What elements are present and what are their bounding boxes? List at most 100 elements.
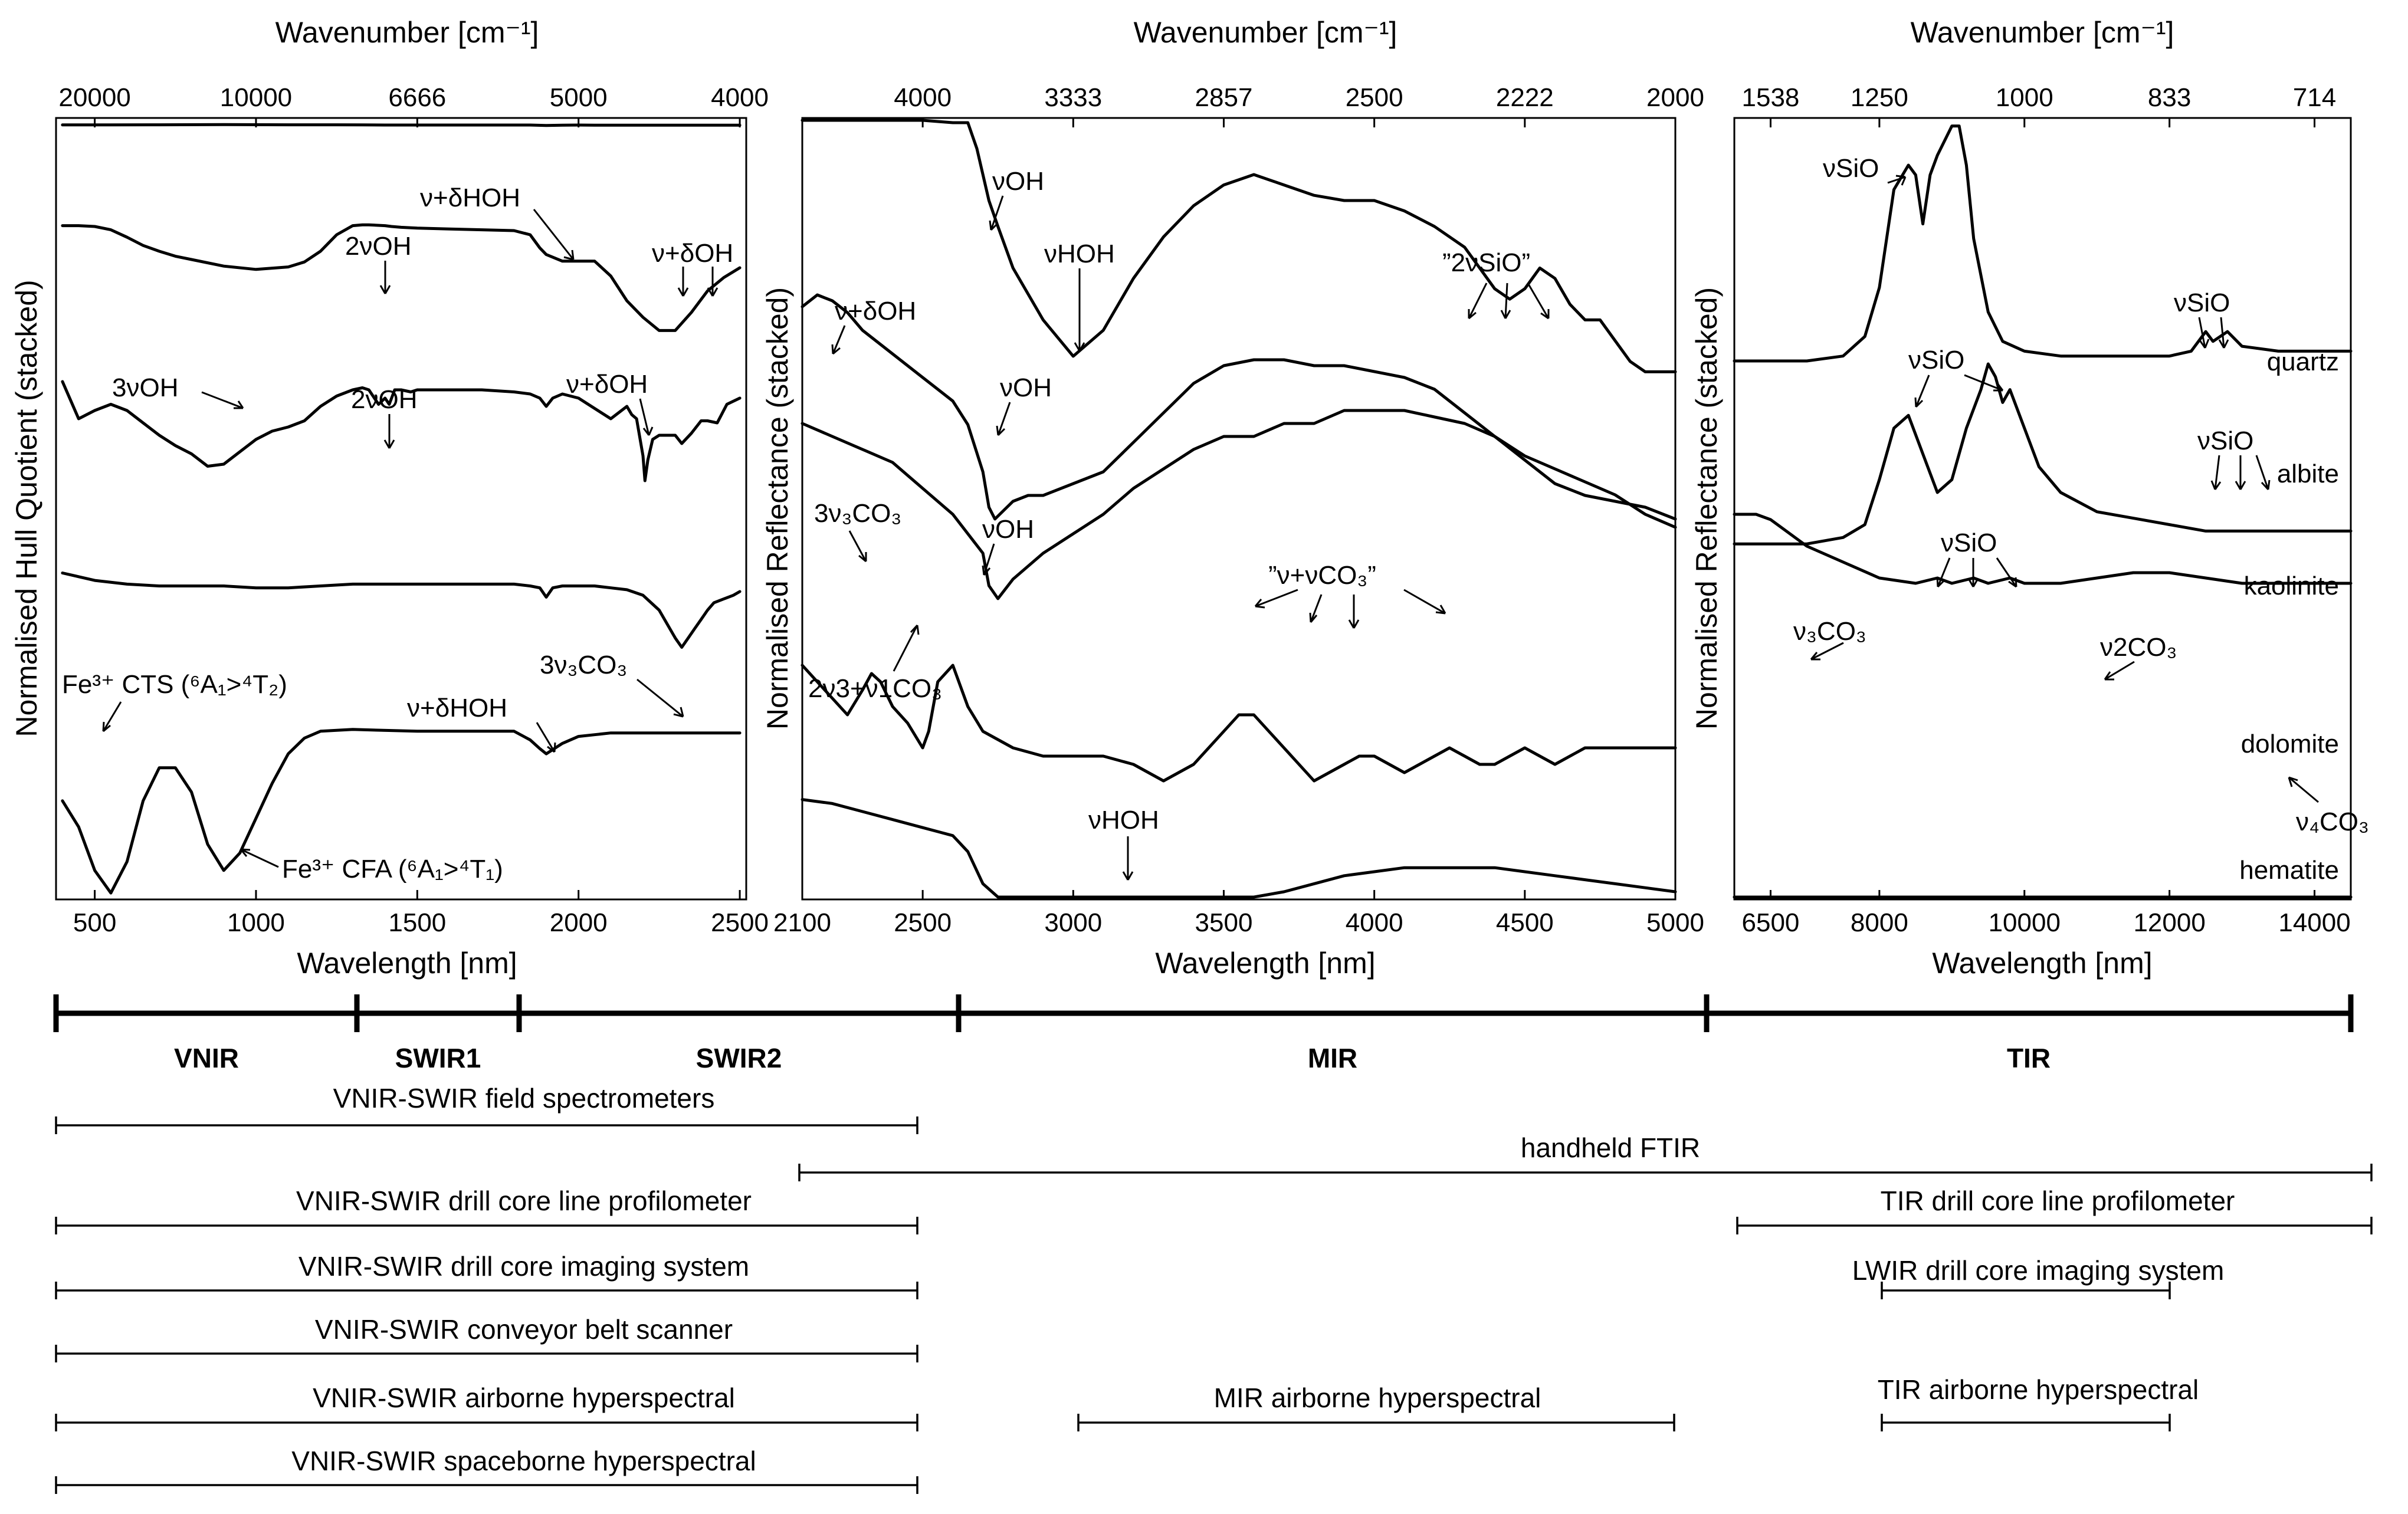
instrument-label: VNIR-SWIR airborne hyperspectral (313, 1382, 735, 1413)
bottom-tick-label: 3500 (1195, 908, 1253, 937)
top-axis-title: Wavenumber [cm⁻¹] (1911, 16, 2174, 49)
annotation-arrow (2235, 455, 2246, 490)
sample-label-dolomite: dolomite (2241, 730, 2339, 758)
annotation-label: νSiO (1823, 154, 1879, 183)
top-tick-label: 1250 (1851, 83, 1908, 112)
annotation-arrow (2104, 661, 2135, 681)
annotation-arrow (1964, 374, 2004, 392)
instrument-label: VNIR-SWIR field spectrometers (333, 1083, 715, 1114)
bottom-tick-label: 3000 (1044, 908, 1102, 937)
spectrum-hematite (801, 798, 1677, 899)
bottom-tick-label: 12000 (2133, 908, 2205, 937)
annotation-arrow (240, 848, 279, 868)
bottom-tick-label: 5000 (1646, 908, 1704, 937)
annotation-label: 2νOH (345, 232, 411, 261)
bottom-tick-label: 1500 (388, 908, 446, 937)
bottom-tick-label: 6500 (1742, 908, 1800, 937)
region-label: TIR (2007, 1043, 2051, 1073)
spectra-curves (61, 123, 742, 895)
annotation-label: 3ν₃CO₃ (540, 651, 627, 679)
sample-label-hematite: hematite (2239, 856, 2339, 885)
region-label: MIR (1308, 1043, 1357, 1073)
annotation-label: ν₄CO₃ (2296, 807, 2369, 836)
y-axis-title: Normalised Hull Quotient (stacked) (10, 280, 43, 737)
bottom-tick-label: 8000 (1851, 908, 1908, 937)
instrument-label: VNIR-SWIR drill core imaging system (298, 1251, 749, 1282)
y-axis-title: Normalised Reflectance (stacked) (761, 287, 794, 730)
annotation-arrow (996, 402, 1011, 436)
annotation-arrow (1074, 268, 1085, 352)
annotation-label: Fe³⁺ CFA (⁶A₁>⁴T₁) (282, 855, 503, 884)
annotation-label: ν₃CO₃ (1793, 617, 1866, 646)
annotation-label: ν+δHOH (407, 694, 507, 722)
region-label: SWIR2 (696, 1043, 782, 1073)
annotation-arrow (379, 261, 391, 294)
top-tick-label: 10000 (220, 83, 292, 112)
bottom-tick-label: 500 (73, 908, 116, 937)
annotation-arrow (1468, 283, 1488, 320)
axis-ticks: 6500 8000 10000 12000 14000 1538 1250 1000 833 71… (1742, 83, 2351, 937)
annotation-label: 2ν3+ν1CO₃ (808, 674, 942, 703)
spectrum-kaolinite (1733, 513, 2353, 585)
annotation-arrow (2210, 455, 2222, 490)
top-tick-label: 1000 (1996, 83, 2053, 112)
annotation-arrow (1936, 557, 1951, 588)
panel-tir: Wavenumber [cm⁻¹] Wavelength [nm] Normal… (1690, 16, 2369, 980)
top-tick-label: 20000 (58, 83, 130, 112)
annotation-label: νOH (982, 515, 1034, 544)
panel-vnir-swir: Wavenumber [cm⁻¹] Wavelength [nm] Normal… (10, 16, 769, 980)
annotation-arrow (1122, 836, 1134, 881)
annotation-arrow (982, 543, 995, 576)
spectrum-albite (801, 293, 1677, 521)
top-tick-label: 833 (2148, 83, 2191, 112)
annotation-arrow (707, 267, 719, 297)
annotation-arrow (989, 195, 1004, 231)
annotation-arrow (102, 701, 122, 733)
instrument-label: TIR airborne hyperspectral (1878, 1374, 2199, 1405)
spectrum-dolomite (801, 664, 1677, 783)
spectra-curves (801, 119, 1677, 899)
annotation-arrow (831, 325, 846, 355)
bottom-tick-label: 4000 (1346, 908, 1403, 937)
bottom-tick-label: 2500 (711, 908, 769, 937)
annotation-label: νOH (1000, 373, 1052, 402)
spectrum-quartz (1733, 124, 2353, 363)
panel-frame (801, 117, 1677, 901)
annotation-label: νOH (992, 167, 1044, 196)
instrument-label: VNIR-SWIR conveyor belt scanner (315, 1314, 733, 1345)
spectrum-quartz (61, 123, 742, 127)
annotation-label: 2νOH (351, 385, 417, 414)
instrument-ranges: VNIR-SWIR field spectrometers handheld FT… (55, 1083, 2373, 1494)
bottom-tick-label: 2000 (550, 908, 608, 937)
annotation-arrow (1348, 595, 1360, 629)
annotation-arrow (1887, 175, 1907, 186)
spectrum-dolomite (61, 572, 742, 649)
annotation-label: νSiO (1941, 528, 1997, 557)
sample-label-kaolinite: kaolinite (2244, 572, 2339, 600)
sample-label-quartz: quartz (2267, 347, 2339, 376)
annotation-arrow (1810, 642, 1844, 661)
annotation-arrow (639, 398, 654, 436)
annotation-label: ”ν+νCO₃” (1268, 561, 1376, 590)
y-axis-title: Normalised Reflectance (stacked) (1690, 287, 1723, 730)
top-tick-label: 4000 (894, 83, 952, 112)
annotation-label: 3νOH (112, 373, 178, 402)
instrument-label: MIR airborne hyperspectral (1214, 1382, 1541, 1413)
x-axis-title: Wavelength [nm] (1155, 947, 1375, 980)
bottom-tick-label: 14000 (2278, 908, 2350, 937)
spectrum-albite (61, 223, 742, 332)
top-tick-label: 3333 (1044, 83, 1102, 112)
top-tick-label: 4000 (711, 83, 769, 112)
annotation-arrow (1914, 375, 1930, 408)
top-tick-label: 2000 (1646, 83, 1704, 112)
annotation-arrow (1254, 589, 1298, 609)
region-label: VNIR (174, 1043, 239, 1073)
top-tick-label: 1538 (1742, 83, 1800, 112)
annotation-label: νSiO (1908, 346, 1964, 375)
instrument-label: LWIR drill core imaging system (1852, 1255, 2225, 1286)
bottom-tick-label: 10000 (1989, 908, 2061, 937)
top-tick-label: 2857 (1195, 83, 1253, 112)
annotation-label: Fe³⁺ CTS (⁶A₁>⁴T₂) (62, 670, 287, 699)
instrument-label: handheld FTIR (1521, 1132, 1700, 1163)
annotation-label: νSiO (2197, 426, 2253, 455)
